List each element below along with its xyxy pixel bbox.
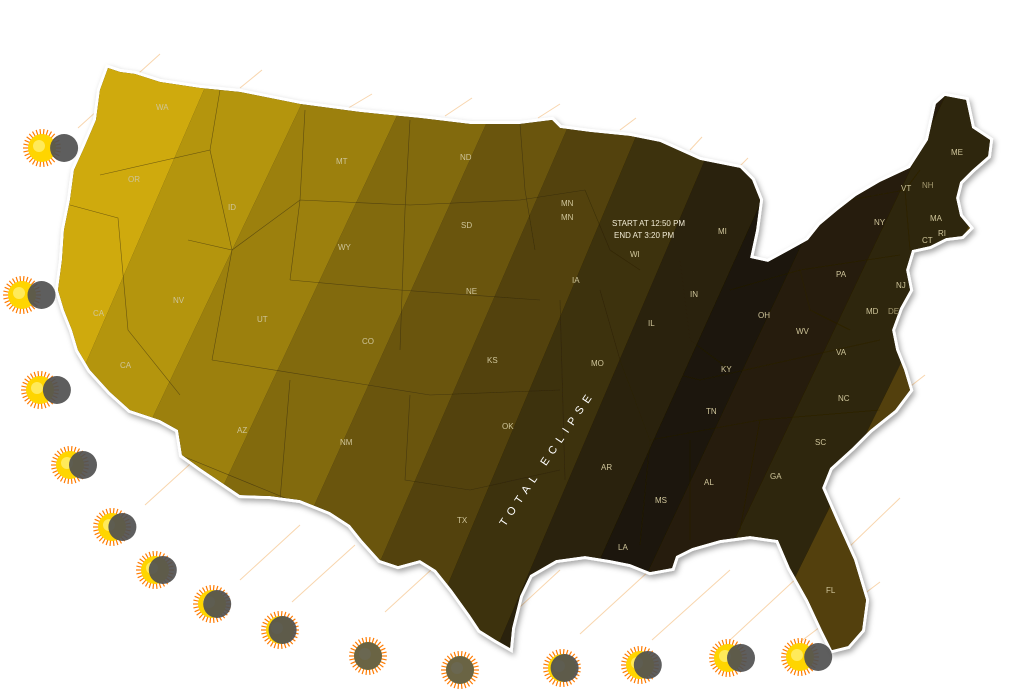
state-label-wv: WV bbox=[796, 327, 810, 336]
state-label-az: AZ bbox=[237, 426, 247, 435]
state-label-wi: WI bbox=[630, 250, 640, 259]
state-label-wy: WY bbox=[338, 243, 352, 252]
eclipse-phase-icon bbox=[3, 276, 56, 314]
state-label-mo: MO bbox=[591, 359, 604, 368]
sun-core bbox=[33, 140, 45, 152]
eclipse-phase-icon bbox=[261, 611, 299, 649]
state-label-wa: WA bbox=[156, 103, 169, 112]
eclipse-phase-icon bbox=[193, 585, 232, 623]
moon-disc bbox=[42, 376, 71, 404]
state-label-al: AL bbox=[704, 478, 714, 487]
state-label-mn: MN bbox=[561, 199, 574, 208]
state-label-ks: KS bbox=[487, 356, 498, 365]
state-label-ca: CA bbox=[93, 309, 105, 318]
moon-disc bbox=[268, 616, 297, 644]
moon-disc bbox=[804, 643, 833, 671]
state-label-ok: OK bbox=[502, 422, 514, 431]
state-label-ar: AR bbox=[601, 463, 612, 472]
state-label-ri: RI bbox=[938, 229, 946, 238]
state-label-ne: NE bbox=[466, 287, 477, 296]
eclipse-phase-icon bbox=[621, 646, 662, 684]
state-borders bbox=[69, 89, 921, 546]
state-label-in: IN bbox=[690, 290, 698, 299]
state-label-oh: OH bbox=[758, 311, 770, 320]
state-label-mi: MI bbox=[718, 227, 727, 236]
eclipse-phase-icon bbox=[136, 551, 177, 589]
state-label-mt: MT bbox=[336, 157, 348, 166]
eclipse-info: START AT 12:50 PM END AT 3:20 PM bbox=[612, 219, 685, 240]
state-label-or: OR bbox=[128, 175, 140, 184]
moon-disc bbox=[108, 513, 137, 541]
state-label-de: DE bbox=[888, 307, 899, 316]
eclipse-phase-icon bbox=[543, 649, 581, 687]
moon-disc bbox=[69, 451, 97, 479]
state-label-nd: ND bbox=[460, 153, 472, 162]
eclipse-phase-icon bbox=[51, 446, 97, 484]
band-7 bbox=[370, 68, 790, 650]
eclipse-phase-sequence bbox=[3, 129, 833, 689]
state-label-md: MD bbox=[866, 307, 879, 316]
eclipse-phase-icon bbox=[781, 638, 833, 676]
state-label-ut: UT bbox=[257, 315, 268, 324]
state-label-ga: GA bbox=[770, 472, 782, 481]
moon-disc bbox=[550, 654, 579, 682]
sun-core bbox=[13, 287, 25, 299]
eclipse-phase-icon bbox=[21, 371, 71, 409]
state-labels: WA OR ID MT ND MN MN WI MI SD WY NE IA I… bbox=[93, 103, 963, 595]
state-label-nj: NJ bbox=[896, 281, 906, 290]
sun-core bbox=[31, 382, 43, 394]
state-label-ia: IA bbox=[572, 276, 580, 285]
state-label-co: CO bbox=[362, 337, 374, 346]
state-label-ct: CT bbox=[922, 236, 933, 245]
moon-disc bbox=[148, 556, 177, 584]
state-label-ca-2: CA bbox=[120, 361, 132, 370]
band-1 bbox=[58, 68, 260, 650]
state-label-ma: MA bbox=[930, 214, 943, 223]
state-label-sc: SC bbox=[815, 438, 826, 447]
state-label-ny: NY bbox=[874, 218, 886, 227]
state-label-sd: SD bbox=[461, 221, 472, 230]
moon-disc bbox=[50, 134, 79, 162]
sun-core bbox=[791, 649, 803, 661]
state-label-va: VA bbox=[836, 348, 847, 357]
moon-disc bbox=[727, 644, 755, 672]
state-label-ms: MS bbox=[655, 496, 667, 505]
eclipse-start-text: START AT 12:50 PM bbox=[612, 219, 685, 228]
state-label-ky: KY bbox=[721, 365, 732, 374]
moon-disc bbox=[354, 642, 382, 670]
state-label-pa: PA bbox=[836, 270, 847, 279]
state-label-mn-2: MN bbox=[561, 213, 574, 222]
state-label-me: ME bbox=[951, 148, 963, 157]
eclipse-phase-icon bbox=[709, 639, 755, 677]
state-label-nc: NC bbox=[838, 394, 850, 403]
eclipse-phase-icon bbox=[23, 129, 79, 167]
state-label-nh: NH bbox=[922, 181, 934, 190]
band-11 bbox=[700, 68, 990, 650]
eclipse-end-text: END AT 3:20 PM bbox=[614, 231, 675, 240]
state-label-tn: TN bbox=[706, 407, 717, 416]
moon-disc bbox=[27, 281, 56, 309]
state-label-fl: FL bbox=[826, 586, 836, 595]
eclipse-phase-icon bbox=[349, 637, 387, 675]
moon-disc bbox=[203, 590, 232, 618]
state-label-tx: TX bbox=[457, 516, 468, 525]
state-label-il: IL bbox=[648, 319, 655, 328]
moon-disc bbox=[633, 651, 662, 679]
state-label-nv: NV bbox=[173, 296, 185, 305]
moon-disc bbox=[446, 656, 474, 684]
state-label-nm: NM bbox=[340, 438, 353, 447]
state-label-la: LA bbox=[618, 543, 628, 552]
state-label-vt: VT bbox=[901, 184, 911, 193]
eclipse-phase-icon bbox=[93, 508, 137, 546]
state-label-id: ID bbox=[228, 203, 236, 212]
eclipse-phase-icon bbox=[441, 651, 479, 689]
band-2 bbox=[58, 68, 370, 650]
